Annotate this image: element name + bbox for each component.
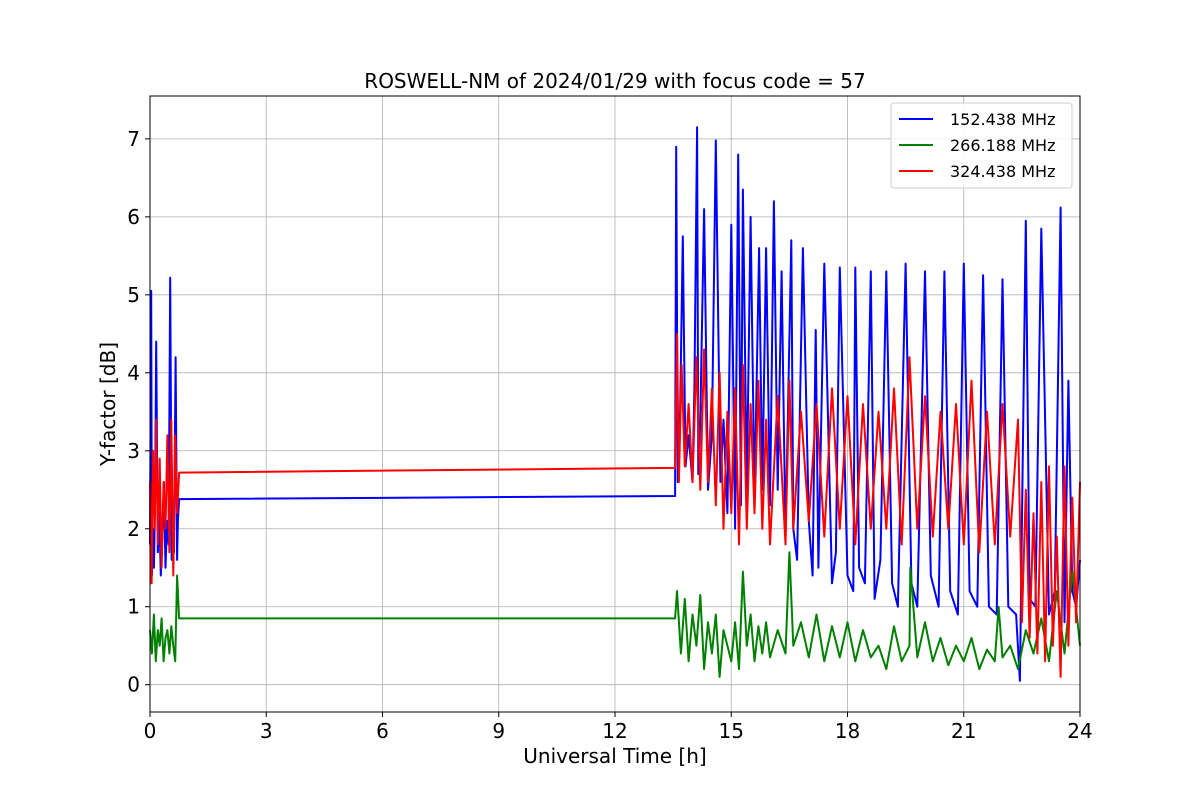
series-line-3 <box>149 332 1081 678</box>
y-tick-label: 4 <box>127 361 140 385</box>
legend-label: 324.438 MHz <box>950 162 1055 181</box>
grid <box>149 96 1081 712</box>
y-tick-label: 2 <box>127 517 140 541</box>
x-tick-label: 18 <box>835 719 860 743</box>
y-tick-label: 7 <box>127 127 140 151</box>
y-axis-label: Y-factor [dB] <box>96 342 120 467</box>
x-tick-label: 21 <box>951 719 976 743</box>
legend-box <box>890 102 1073 189</box>
x-tick-label: 24 <box>1067 719 1092 743</box>
y-tick-label: 5 <box>127 283 140 307</box>
x-tick-label: 12 <box>602 719 627 743</box>
series-layer <box>149 126 1081 682</box>
x-tick-label: 9 <box>492 719 505 743</box>
x-tick-label: 6 <box>376 719 389 743</box>
x-tick-label: 15 <box>719 719 744 743</box>
x-ticks: 0 3 6 9 12 15 18 21 24 <box>144 712 1093 743</box>
x-tick-label: 0 <box>144 719 157 743</box>
y-ticks: 0 1 2 3 4 5 6 7 <box>127 127 150 697</box>
legend-label: 152.438 MHz <box>950 110 1055 129</box>
x-tick-label: 3 <box>260 719 273 743</box>
y-tick-label: 3 <box>127 439 140 463</box>
legend-label: 266.188 MHz <box>950 136 1055 155</box>
y-tick-label: 1 <box>127 595 140 619</box>
y-tick-label: 0 <box>127 673 140 697</box>
x-axis-label: Universal Time [h] <box>523 744 706 768</box>
chart-title: ROSWELL-NM of 2024/01/29 with focus code… <box>364 69 865 93</box>
legend: 152.438 MHz 266.188 MHz 324.438 MHz <box>890 102 1073 189</box>
series-line-2 <box>149 551 1081 678</box>
y-tick-label: 6 <box>127 205 140 229</box>
